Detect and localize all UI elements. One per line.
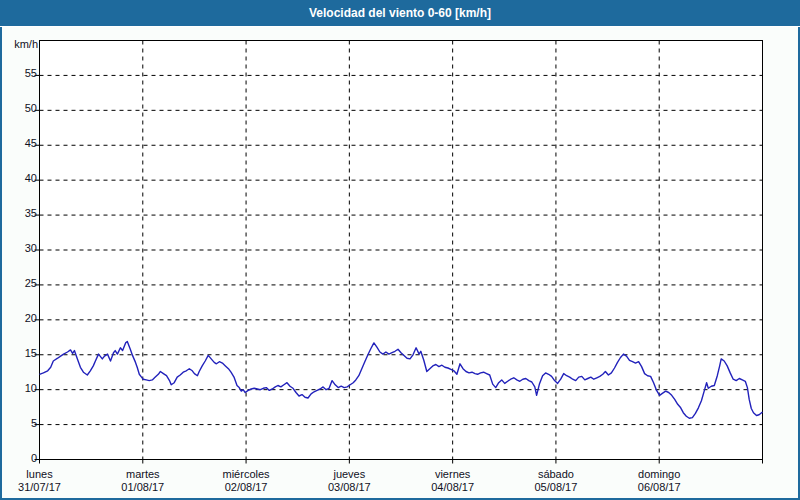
x-day-label: domingo06/08/17 bbox=[609, 468, 709, 494]
day-date: 31/07/17 bbox=[0, 481, 90, 494]
y-axis-unit-label: km/h bbox=[2, 38, 38, 50]
x-day-label: martes01/08/17 bbox=[93, 468, 193, 494]
day-date: 06/08/17 bbox=[609, 481, 709, 494]
y-tick-label: 15 bbox=[2, 347, 37, 359]
wind-speed-chart bbox=[0, 0, 800, 498]
y-tick-label: 55 bbox=[2, 67, 37, 79]
day-date: 01/08/17 bbox=[93, 481, 193, 494]
day-date: 05/08/17 bbox=[506, 481, 606, 494]
x-day-label: lunes31/07/17 bbox=[0, 468, 90, 494]
day-date: 04/08/17 bbox=[403, 481, 503, 494]
y-tick-label: 45 bbox=[2, 137, 37, 149]
y-tick-label: 10 bbox=[2, 382, 37, 394]
day-name: domingo bbox=[638, 468, 680, 480]
x-day-label: jueves03/08/17 bbox=[299, 468, 399, 494]
day-name: sábado bbox=[538, 468, 574, 480]
y-tick-label: 50 bbox=[2, 102, 37, 114]
chart-window: Velocidad del viento 0-60 [km/h] 0510152… bbox=[0, 0, 800, 500]
day-date: 03/08/17 bbox=[299, 481, 399, 494]
day-name: jueves bbox=[333, 468, 365, 480]
day-name: martes bbox=[126, 468, 160, 480]
y-tick-label: 40 bbox=[2, 172, 37, 184]
y-tick-label: 30 bbox=[2, 242, 37, 254]
y-tick-label: 5 bbox=[2, 417, 37, 429]
y-tick-label: 25 bbox=[2, 277, 37, 289]
day-date: 02/08/17 bbox=[196, 481, 296, 494]
x-day-label: sábado05/08/17 bbox=[506, 468, 606, 494]
day-name: viernes bbox=[435, 468, 470, 480]
y-tick-label: 0 bbox=[2, 452, 37, 464]
y-tick-label: 35 bbox=[2, 207, 37, 219]
x-day-label: miércoles02/08/17 bbox=[196, 468, 296, 494]
x-day-label: viernes04/08/17 bbox=[403, 468, 503, 494]
day-name: miércoles bbox=[223, 468, 270, 480]
day-name: lunes bbox=[26, 468, 52, 480]
y-tick-label: 20 bbox=[2, 312, 37, 324]
